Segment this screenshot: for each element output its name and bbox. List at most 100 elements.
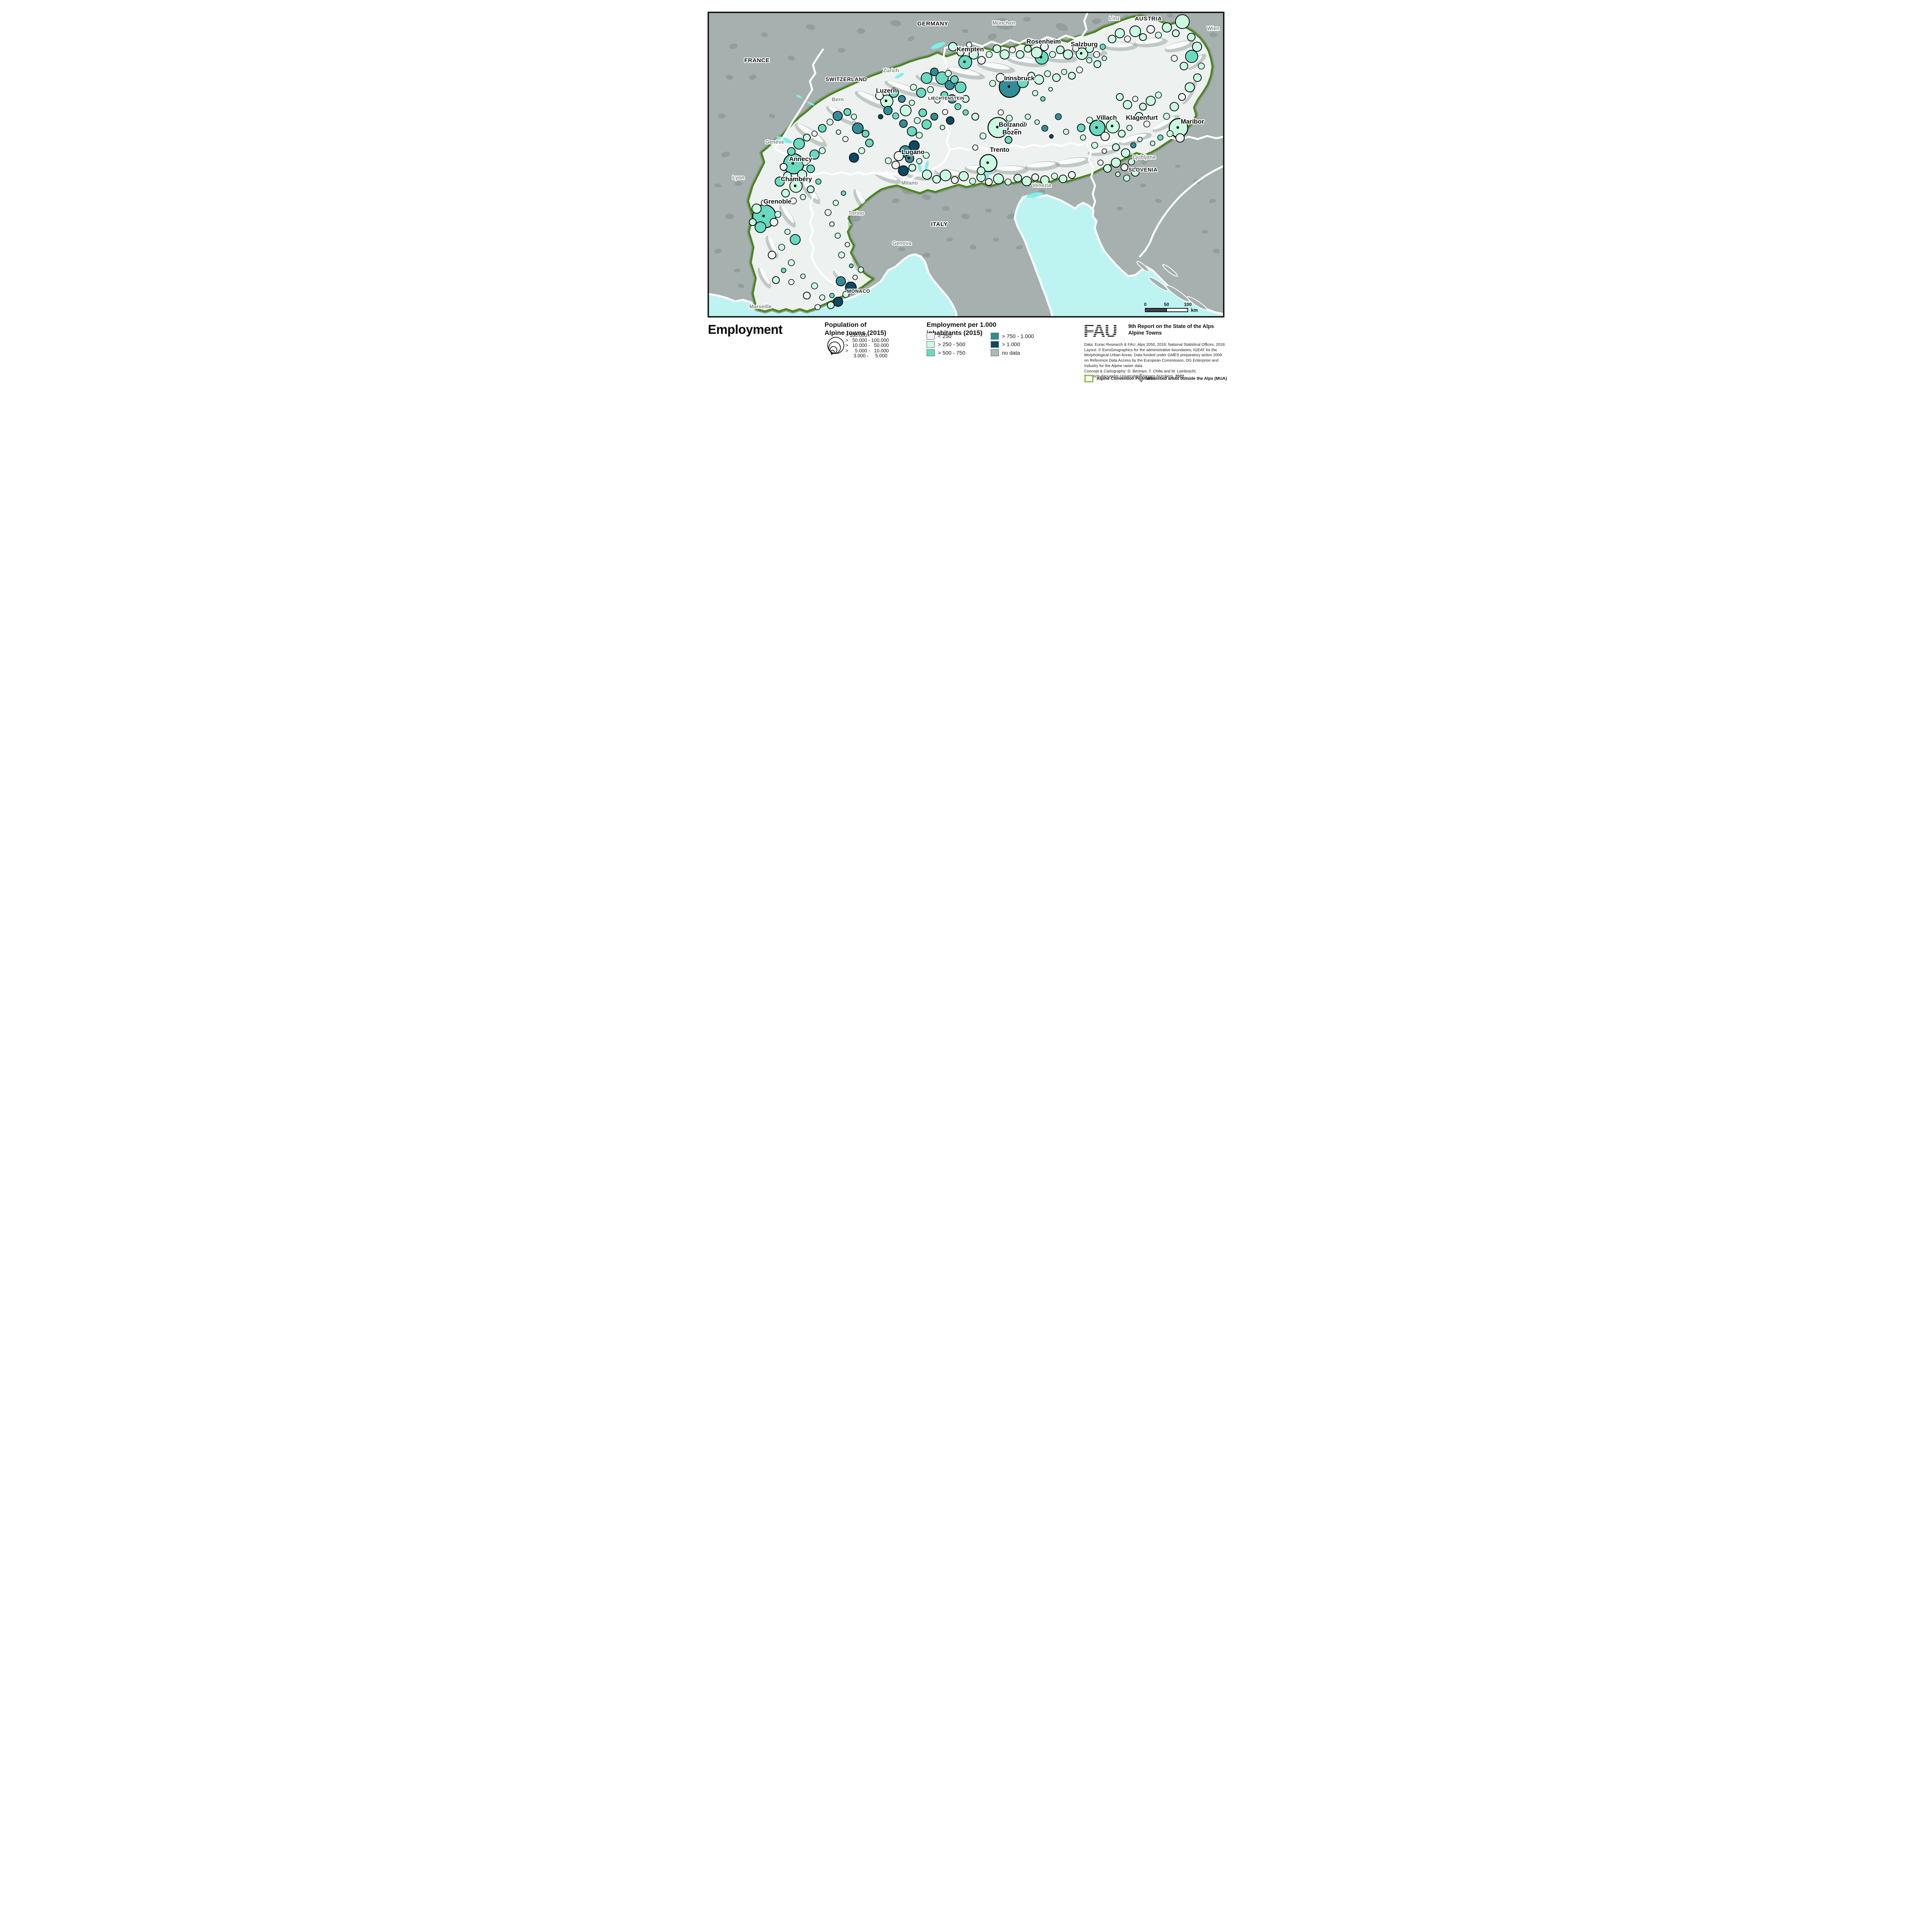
- map-label-town-Chambéry: Chambéry: [781, 176, 813, 183]
- town-circle: [1157, 134, 1163, 141]
- town-circle: [1044, 70, 1051, 77]
- lake: [796, 95, 802, 99]
- urban-area: [1056, 23, 1068, 31]
- urban-area: [806, 24, 815, 30]
- employment-legend-col2: > 750 - 1.000 > 1.000 no data: [991, 333, 1034, 358]
- urban-area: [988, 33, 997, 40]
- town-circle: [998, 109, 1004, 116]
- town-circle: [1102, 148, 1107, 154]
- town-center-dot: [907, 156, 910, 160]
- town-circle: [907, 126, 917, 136]
- town-circle: [1162, 22, 1172, 32]
- relief-highlight: [1104, 42, 1133, 48]
- town-circle: [1049, 134, 1054, 139]
- attribution-line: on Reference Data Access by the European…: [1084, 359, 1219, 363]
- town-circle: [899, 119, 908, 128]
- town-circle: [883, 106, 893, 115]
- lake: [1026, 192, 1043, 198]
- town-circle: [833, 111, 843, 121]
- town-circle: [835, 233, 841, 239]
- town-circle: [923, 152, 930, 159]
- town-circle: [1121, 163, 1128, 171]
- town-circle: [852, 275, 858, 280]
- town-circle: [985, 178, 993, 186]
- town-circle: [788, 279, 794, 285]
- relief-highlight: [980, 62, 1010, 70]
- town-circle: [969, 49, 979, 59]
- relief-highlight: [996, 166, 1024, 171]
- town-circle: [1123, 175, 1130, 182]
- town-circle: [815, 178, 821, 185]
- relief-highlight: [760, 268, 770, 284]
- town-circle: [1163, 113, 1170, 120]
- town-circle: [993, 173, 1004, 184]
- urban-area: [994, 18, 1014, 30]
- map-label-town-Rosenheim: Rosenheim: [1027, 38, 1061, 45]
- town-circle: [962, 95, 969, 103]
- population-size-labels: > 100.000 > 50.000 - 100.000 > 10.000 - 50…: [845, 333, 889, 359]
- employment-legend-col1: < 250 > 250 - 500 > 500 - 750: [927, 333, 965, 358]
- town-circle: [845, 282, 857, 293]
- employment-class-row: > 250 - 500: [927, 341, 965, 348]
- relief-highlight: [797, 124, 823, 143]
- town-circle: [1068, 171, 1076, 179]
- page: München Linz Wien Zürich Bern Genève Lyon Marse…: [695, 0, 1237, 384]
- town-circle: [1121, 148, 1130, 158]
- town-circle: [910, 84, 917, 91]
- employment-class-label: no data: [1002, 349, 1020, 356]
- town-circle: [1076, 66, 1083, 73]
- report-title: 9th Report on the State of the Alps Alpi…: [1128, 323, 1214, 336]
- town-circle: [1175, 133, 1185, 143]
- town-circle: [935, 71, 949, 85]
- town-circle: [1031, 47, 1043, 58]
- svg-text:FAU: FAU: [1083, 321, 1117, 340]
- map-label-country-ITALY: ITALY: [931, 221, 947, 228]
- relief-highlight: [768, 236, 777, 255]
- town-circle: [889, 88, 899, 98]
- town-circle: [841, 190, 846, 196]
- map-label-city-Ljubljana: Ljubljana: [1133, 154, 1156, 160]
- lake: [776, 136, 793, 143]
- town-circle: [1005, 178, 1012, 185]
- town-circle: [800, 194, 806, 200]
- urban-area: [1023, 17, 1031, 22]
- town-circle: [1198, 63, 1205, 70]
- map-label-country-LIECHTENSTEIN: LIECHTENSTEIN: [928, 96, 964, 101]
- town-circle: [930, 68, 939, 76]
- urban-area: [714, 248, 722, 254]
- town-circle: [1172, 29, 1180, 37]
- relief-highlight: [948, 67, 980, 76]
- town-circle: [1025, 114, 1031, 120]
- urban-area: [892, 198, 900, 204]
- town-circle: [1146, 25, 1155, 34]
- town-circle: [836, 129, 841, 135]
- town-center-dot: [1095, 126, 1098, 129]
- town-circle: [921, 72, 932, 84]
- map-label-city-Marseille: Marseille: [749, 304, 772, 309]
- town-circle: [1055, 113, 1062, 120]
- town-circle: [875, 92, 884, 100]
- town-circle: [772, 276, 780, 284]
- town-circle: [891, 161, 900, 169]
- attribution-line: Concept & Cartography: D. Bertram, T. Ch…: [1084, 369, 1197, 374]
- town-circle: [969, 178, 976, 185]
- town-circle: [807, 185, 815, 193]
- town-circle: [1111, 158, 1121, 168]
- town-circle: [963, 109, 969, 116]
- town-circle: [966, 42, 972, 48]
- town-center-dot: [762, 214, 765, 218]
- town-circle: [1100, 44, 1106, 50]
- town-circle: [1146, 96, 1156, 106]
- map-label-city-Wien: Wien: [1207, 25, 1219, 31]
- town-circle: [947, 94, 957, 104]
- employment-class-label: > 1.000: [1002, 341, 1020, 348]
- town-circle: [1051, 173, 1058, 180]
- town-center-dot: [996, 126, 999, 129]
- town-circle: [1086, 117, 1093, 124]
- scale-tick-label: 50: [1164, 302, 1169, 307]
- town-circle: [849, 153, 859, 163]
- town-circle: [819, 147, 826, 154]
- urban-area: [1016, 245, 1023, 250]
- attribution-line: Morphological Urban Areas; Data funded u…: [1084, 353, 1222, 358]
